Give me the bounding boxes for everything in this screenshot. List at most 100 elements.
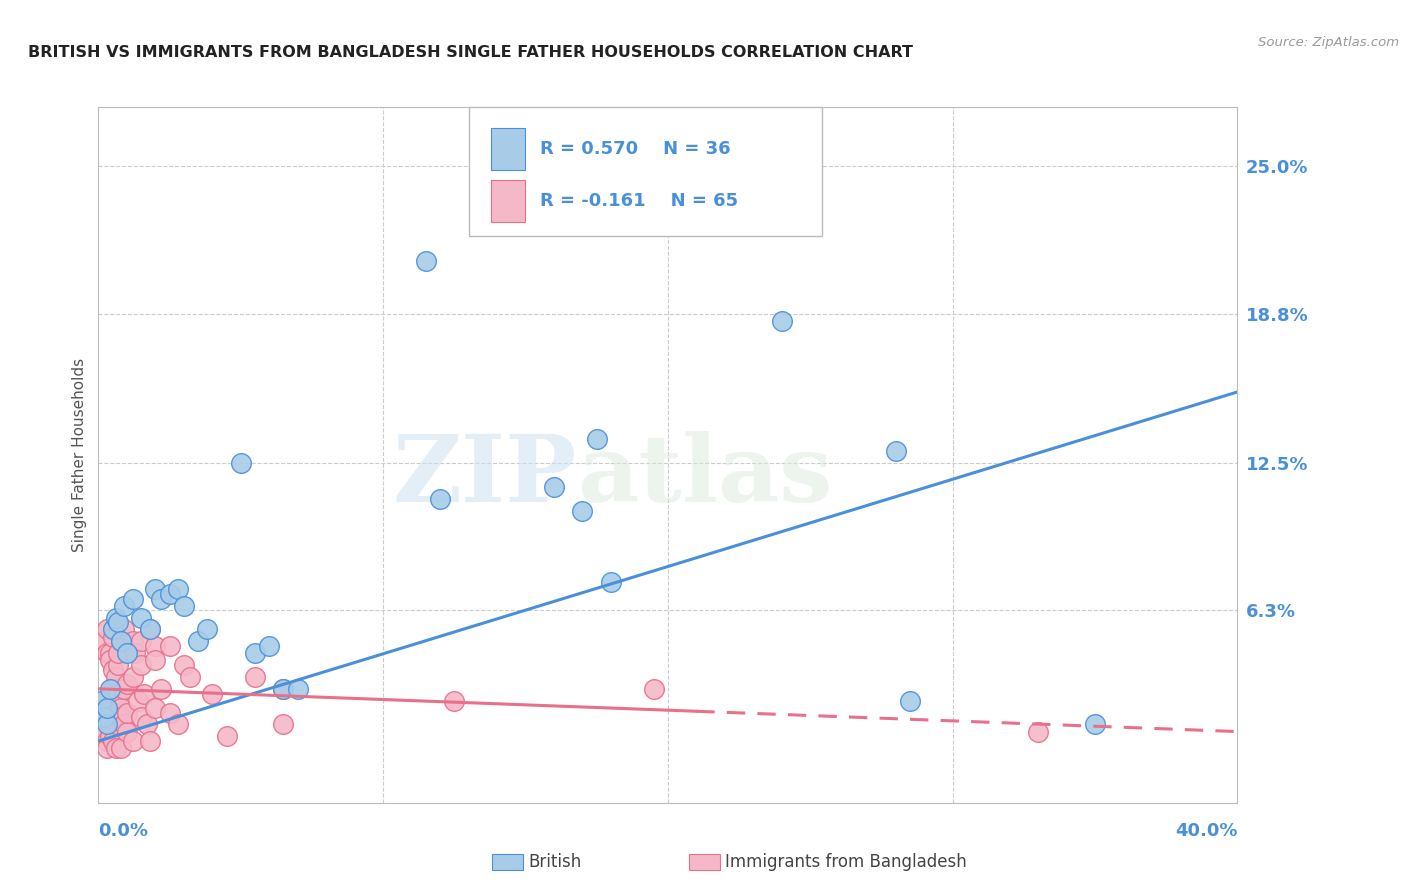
Point bbox=[1026, 724, 1049, 739]
Point bbox=[110, 634, 132, 648]
Point bbox=[107, 646, 129, 660]
Point bbox=[90, 694, 112, 708]
Point bbox=[107, 687, 129, 701]
Point bbox=[115, 706, 138, 720]
Point bbox=[112, 599, 135, 613]
Point bbox=[93, 694, 115, 708]
Bar bbox=[491, 180, 526, 222]
Point bbox=[898, 694, 921, 708]
Point bbox=[101, 663, 124, 677]
Point bbox=[98, 729, 121, 743]
Point bbox=[124, 646, 146, 660]
Point bbox=[96, 741, 118, 756]
Point bbox=[150, 681, 173, 696]
Point bbox=[110, 634, 132, 648]
Point bbox=[121, 670, 143, 684]
Text: Immigrants from Bangladesh: Immigrants from Bangladesh bbox=[725, 853, 967, 871]
Point bbox=[443, 694, 465, 708]
Point bbox=[107, 658, 129, 673]
Point bbox=[585, 433, 607, 447]
Text: atlas: atlas bbox=[576, 431, 832, 521]
Point bbox=[135, 717, 157, 731]
Point bbox=[243, 670, 266, 684]
Point bbox=[229, 456, 252, 470]
Text: Source: ZipAtlas.com: Source: ZipAtlas.com bbox=[1258, 36, 1399, 49]
Point bbox=[643, 681, 665, 696]
Point bbox=[1084, 717, 1107, 731]
Y-axis label: Single Father Households: Single Father Households bbox=[72, 358, 87, 552]
Point bbox=[571, 504, 593, 518]
Text: BRITISH VS IMMIGRANTS FROM BANGLADESH SINGLE FATHER HOUSEHOLDS CORRELATION CHART: BRITISH VS IMMIGRANTS FROM BANGLADESH SI… bbox=[28, 45, 912, 60]
Point bbox=[93, 729, 115, 743]
Point bbox=[187, 634, 209, 648]
Point bbox=[273, 681, 295, 696]
Point bbox=[600, 574, 623, 589]
Point bbox=[121, 634, 143, 648]
Point bbox=[770, 314, 793, 328]
Point bbox=[121, 591, 143, 606]
Point bbox=[98, 681, 121, 696]
Point bbox=[98, 653, 121, 667]
Point bbox=[112, 681, 135, 696]
Point bbox=[173, 658, 195, 673]
Point bbox=[96, 623, 118, 637]
Point bbox=[96, 701, 118, 715]
Point bbox=[101, 630, 124, 644]
Point bbox=[415, 254, 437, 268]
Text: ZIP: ZIP bbox=[392, 431, 576, 521]
Point bbox=[112, 717, 135, 731]
Point bbox=[884, 444, 907, 458]
Point bbox=[104, 610, 127, 624]
Point bbox=[104, 706, 127, 720]
Point bbox=[98, 646, 121, 660]
Point bbox=[104, 741, 127, 756]
Point bbox=[127, 694, 149, 708]
Point bbox=[129, 610, 152, 624]
Point bbox=[121, 734, 143, 748]
Point bbox=[90, 706, 112, 720]
Point bbox=[101, 734, 124, 748]
Point bbox=[115, 677, 138, 691]
Point bbox=[115, 724, 138, 739]
Point bbox=[132, 687, 155, 701]
Point bbox=[145, 701, 167, 715]
Point bbox=[129, 634, 152, 648]
Point bbox=[112, 623, 135, 637]
Point bbox=[110, 701, 132, 715]
Point bbox=[195, 623, 218, 637]
Point bbox=[179, 670, 201, 684]
Point bbox=[167, 717, 190, 731]
Text: 40.0%: 40.0% bbox=[1175, 822, 1237, 839]
Point bbox=[215, 729, 238, 743]
Point bbox=[98, 717, 121, 731]
Point bbox=[145, 653, 167, 667]
Point bbox=[110, 710, 132, 724]
Point bbox=[129, 710, 152, 724]
Point bbox=[273, 681, 295, 696]
Point bbox=[429, 491, 451, 506]
Point bbox=[159, 706, 181, 720]
Point bbox=[201, 687, 224, 701]
Point bbox=[138, 734, 160, 748]
Point bbox=[129, 658, 152, 673]
Point bbox=[101, 623, 124, 637]
Text: R = 0.570    N = 36: R = 0.570 N = 36 bbox=[540, 140, 731, 158]
Point bbox=[107, 615, 129, 630]
Point bbox=[93, 710, 115, 724]
Point bbox=[96, 646, 118, 660]
Point bbox=[115, 646, 138, 660]
Point bbox=[173, 599, 195, 613]
Point bbox=[138, 623, 160, 637]
Point bbox=[110, 741, 132, 756]
Point bbox=[93, 634, 115, 648]
Point bbox=[159, 587, 181, 601]
Point bbox=[167, 582, 190, 596]
Text: British: British bbox=[529, 853, 582, 871]
Point bbox=[90, 717, 112, 731]
Point bbox=[287, 681, 309, 696]
Text: 0.0%: 0.0% bbox=[98, 822, 149, 839]
Bar bbox=[491, 128, 526, 169]
Point bbox=[259, 639, 281, 653]
FancyBboxPatch shape bbox=[468, 107, 821, 235]
Point bbox=[138, 623, 160, 637]
